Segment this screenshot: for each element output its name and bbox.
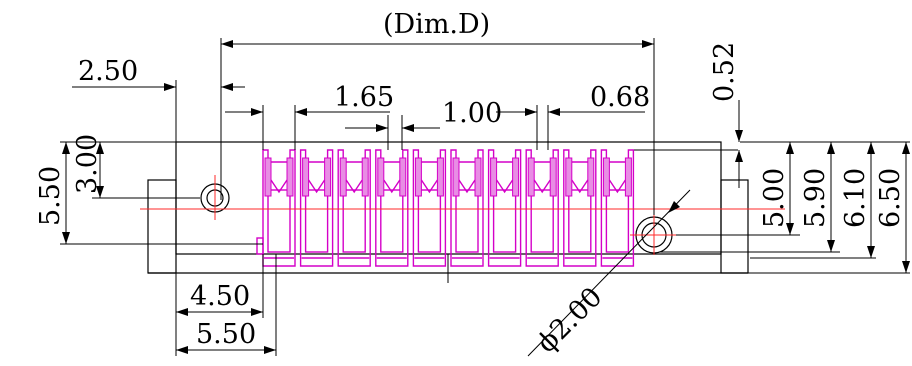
dim-1-65-label: 1.65	[334, 82, 394, 113]
pin-group	[256, 149, 635, 267]
right-flange	[720, 179, 749, 274]
dim-4-50-label: 4.50	[190, 281, 250, 312]
pin	[563, 149, 597, 267]
pin	[375, 149, 409, 267]
dim-1-00-label: 1.00	[442, 98, 502, 129]
pin	[487, 149, 522, 267]
dim-diameter-label: ϕ2.00	[531, 281, 608, 358]
dim-0-52-label: 0.52	[709, 42, 740, 102]
pin-side-tab	[256, 237, 264, 255]
dim-5-50-bottom-label: 5.50	[196, 319, 256, 350]
pin	[600, 149, 635, 267]
dim-6-10-label: 6.10	[840, 168, 871, 228]
dim-5-90-label: 5.90	[800, 168, 831, 228]
dim-5-50-left-label: 5.50	[35, 166, 66, 226]
pin	[450, 149, 484, 267]
dim-2-50-label: 2.50	[78, 56, 138, 87]
pin	[337, 149, 371, 267]
left-flange	[147, 179, 177, 274]
dim-0-68-label: 0.68	[590, 82, 650, 113]
pin	[525, 149, 559, 267]
dim-3-00-label: 3.00	[72, 134, 103, 194]
dim-d-label: (Dim.D)	[383, 9, 490, 40]
dim-5-00-label: 5.00	[759, 168, 790, 228]
connector-body	[175, 141, 722, 255]
pin	[262, 149, 296, 267]
dim-6-50-label: 6.50	[875, 168, 906, 228]
pin	[412, 149, 447, 267]
pin	[299, 149, 334, 267]
dimension-lines	[62, 40, 910, 357]
